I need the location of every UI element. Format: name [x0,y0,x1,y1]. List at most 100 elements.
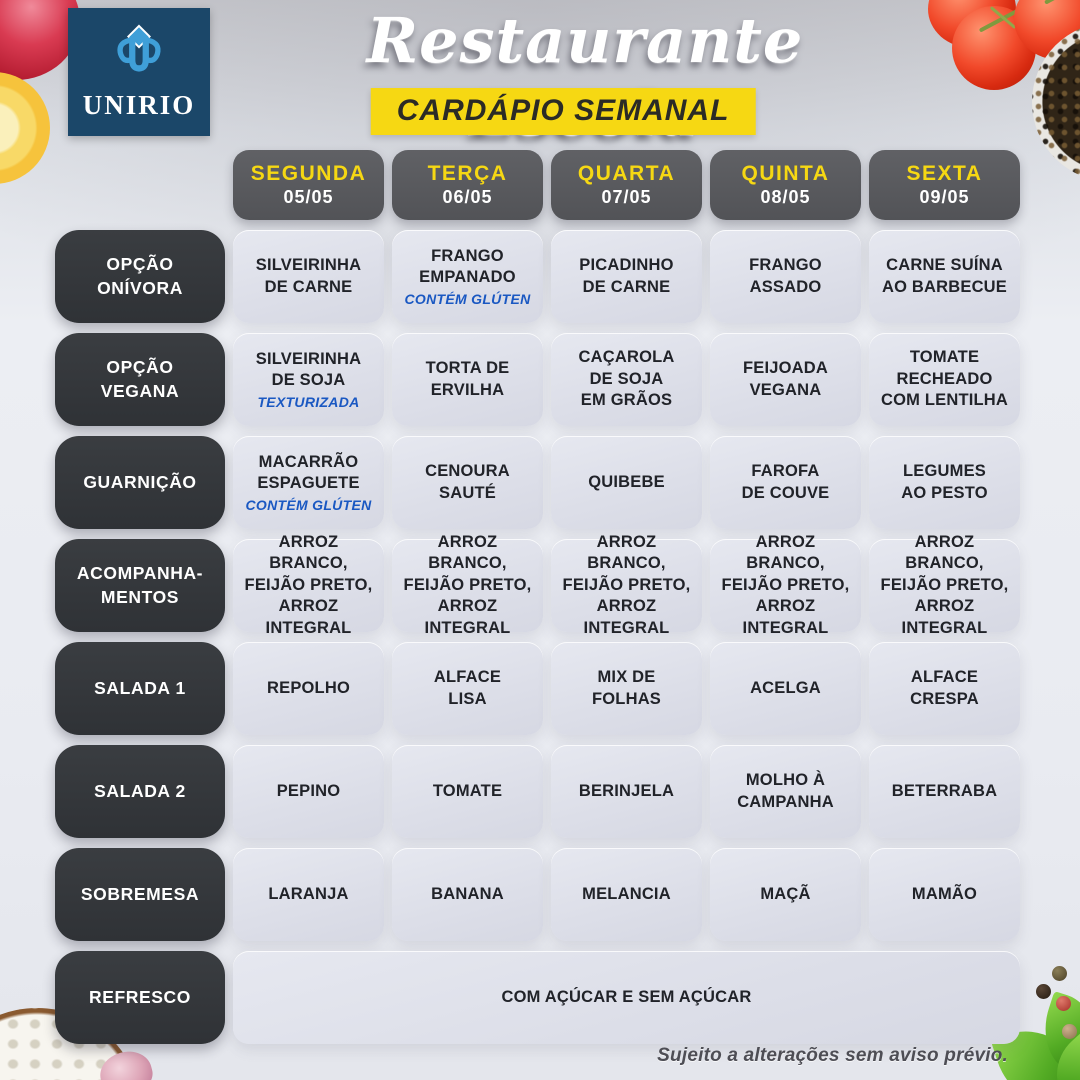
day-date: 09/05 [919,187,970,207]
cell-text: SILVEIRINHA DE CARNE [255,256,362,296]
row-label: SOBREMESA [55,848,225,941]
menu-cell: LEGUMES AO PESTO [869,436,1020,529]
cell-text: MACARRÃO ESPAGUETE [257,452,360,492]
day-name: SEGUNDA [250,162,367,185]
menu-cell: FRANGO EMPANADO CONTÉM GLÚTEN [392,230,543,323]
cell-text: ALFACE CRESPA [910,668,979,708]
menu-cell: FRANGO ASSADO [710,230,861,323]
menu-cell: ACELGA [710,642,861,735]
day-date: 07/05 [601,187,652,207]
menu-cell: MAMÃO [869,848,1020,941]
day-name: QUINTA [741,162,830,185]
page-subtitle: CARDÁPIO SEMANAL [370,88,756,135]
cell-text: BETERRABA [891,781,998,800]
cell-text: ACELGA [750,678,821,697]
menu-grid: SEGUNDA 05/05 TERÇA 06/05 QUARTA 07/05 QUINTA 0… [55,150,1020,1044]
peppercorn-decoration [1062,1024,1077,1039]
menu-cell: COM AÇÚCAR E SEM AÇÚCAR [233,951,1020,1044]
cell-text: CARNE SUÍNA AO BARBECUE [881,256,1008,296]
cell-text: QUIBEBE [588,472,665,491]
menu-cell: CAÇAROLA DE SOJA EM GRÃOS [551,333,702,426]
cell-text: FEIJOADA VEGANA [742,359,829,399]
menu-cell: ARROZ BRANCO, FEIJÃO PRETO, ARROZ INTEGR… [233,533,384,637]
cell-text: BERINJELA [578,781,675,800]
day-name: SEXTA [906,162,983,185]
grid-corner-spacer [55,150,225,220]
cell-text: BANANA [431,884,504,903]
cell-text: TOMATE RECHEADO COM LENTILHA [880,348,1009,410]
row-label: SALADA 2 [55,745,225,838]
cell-text: FRANGO EMPANADO [419,246,516,286]
menu-cell: SILVEIRINHA DE SOJA TEXTURIZADA [233,333,384,426]
cell-text: LEGUMES AO PESTO [901,462,988,502]
menu-cell: FEIJOADA VEGANA [710,333,861,426]
cell-text: ARROZ BRANCO, FEIJÃO PRETO, ARROZ INTEGR… [403,532,532,637]
cell-text: MELANCIA [582,884,671,903]
cell-text: ARROZ BRANCO, FEIJÃO PRETO, ARROZ INTEGR… [244,532,373,637]
day-date: 05/05 [283,187,334,207]
menu-cell: MAÇÃ [710,848,861,941]
cell-text: LARANJA [268,884,349,903]
disclaimer-text: Sujeito a alterações sem aviso prévio. [657,1045,1008,1066]
row-label: SALADA 1 [55,642,225,735]
row-label: REFRESCO [55,951,225,1044]
tomato-stem-decoration [990,6,1017,29]
cell-text: CENOURA SAUTÉ [425,462,510,502]
unirio-logo: UNIRIO [68,8,210,136]
menu-cell: ARROZ BRANCO, FEIJÃO PRETO, ARROZ INTEGR… [710,533,861,637]
cell-text: PICADINHO DE CARNE [579,256,674,296]
day-header: TERÇA 06/05 [392,150,543,220]
day-header: QUINTA 08/05 [710,150,861,220]
menu-cell: TOMATE [392,745,543,838]
menu-cell: MELANCIA [551,848,702,941]
lemon-slice-decoration [0,72,50,184]
day-name: QUARTA [577,162,676,185]
cell-allergen-note: CONTÉM GLÚTEN [404,291,531,308]
day-header: SEGUNDA 05/05 [233,150,384,220]
row-label: ACOMPANHA- MENTOS [55,539,225,632]
menu-cell: SILVEIRINHA DE CARNE [233,230,384,323]
menu-cell: BETERRABA [869,745,1020,838]
menu-cell: MIX DE FOLHAS [551,642,702,735]
menu-cell: BANANA [392,848,543,941]
menu-cell: TORTA DE ERVILHA [392,333,543,426]
row-label: GUARNIÇÃO [55,436,225,529]
menu-cell: CENOURA SAUTÉ [392,436,543,529]
peppercorn-decoration [1052,966,1067,981]
menu-cell: ALFACE LISA [392,642,543,735]
cell-text: ARROZ BRANCO, FEIJÃO PRETO, ARROZ INTEGR… [562,532,691,637]
cell-text: CAÇAROLA DE SOJA EM GRÃOS [578,348,675,410]
cell-text: ARROZ BRANCO, FEIJÃO PRETO, ARROZ INTEGR… [880,532,1009,637]
menu-cell: PICADINHO DE CARNE [551,230,702,323]
menu-cell: CARNE SUÍNA AO BARBECUE [869,230,1020,323]
cell-text: REPOLHO [267,678,350,697]
cell-allergen-note: TEXTURIZADA [257,394,360,411]
cell-text: TOMATE [432,781,503,800]
menu-cell: ARROZ BRANCO, FEIJÃO PRETO, ARROZ INTEGR… [869,533,1020,637]
menu-cell: MACARRÃO ESPAGUETE CONTÉM GLÚTEN [233,436,384,529]
peppercorn-decoration [1036,984,1051,999]
day-date: 08/05 [760,187,811,207]
cell-text: MOLHO À CAMPANHA [737,771,834,811]
menu-cell: QUIBEBE [551,436,702,529]
menu-cell: ARROZ BRANCO, FEIJÃO PRETO, ARROZ INTEGR… [551,533,702,637]
cell-text: MAÇÃ [760,884,811,903]
menu-cell: TOMATE RECHEADO COM LENTILHA [869,333,1020,426]
menu-cell: ALFACE CRESPA [869,642,1020,735]
menu-cell: BERINJELA [551,745,702,838]
menu-cell: PEPINO [233,745,384,838]
unirio-logo-mark-icon [110,23,168,86]
cell-allergen-note: CONTÉM GLÚTEN [245,497,372,514]
cell-text: PEPINO [276,781,341,800]
day-date: 06/05 [442,187,493,207]
day-header: SEXTA 09/05 [869,150,1020,220]
day-name: TERÇA [427,162,508,185]
unirio-logo-text: UNIRIO [82,90,196,120]
cell-text: MAMÃO [911,884,978,903]
menu-cell: FAROFA DE COUVE [710,436,861,529]
tomato-stem-decoration [1043,0,1080,6]
cell-text: COM AÇÚCAR E SEM AÇÚCAR [501,987,752,1006]
day-header: QUARTA 07/05 [551,150,702,220]
cell-text: ALFACE LISA [433,668,502,708]
